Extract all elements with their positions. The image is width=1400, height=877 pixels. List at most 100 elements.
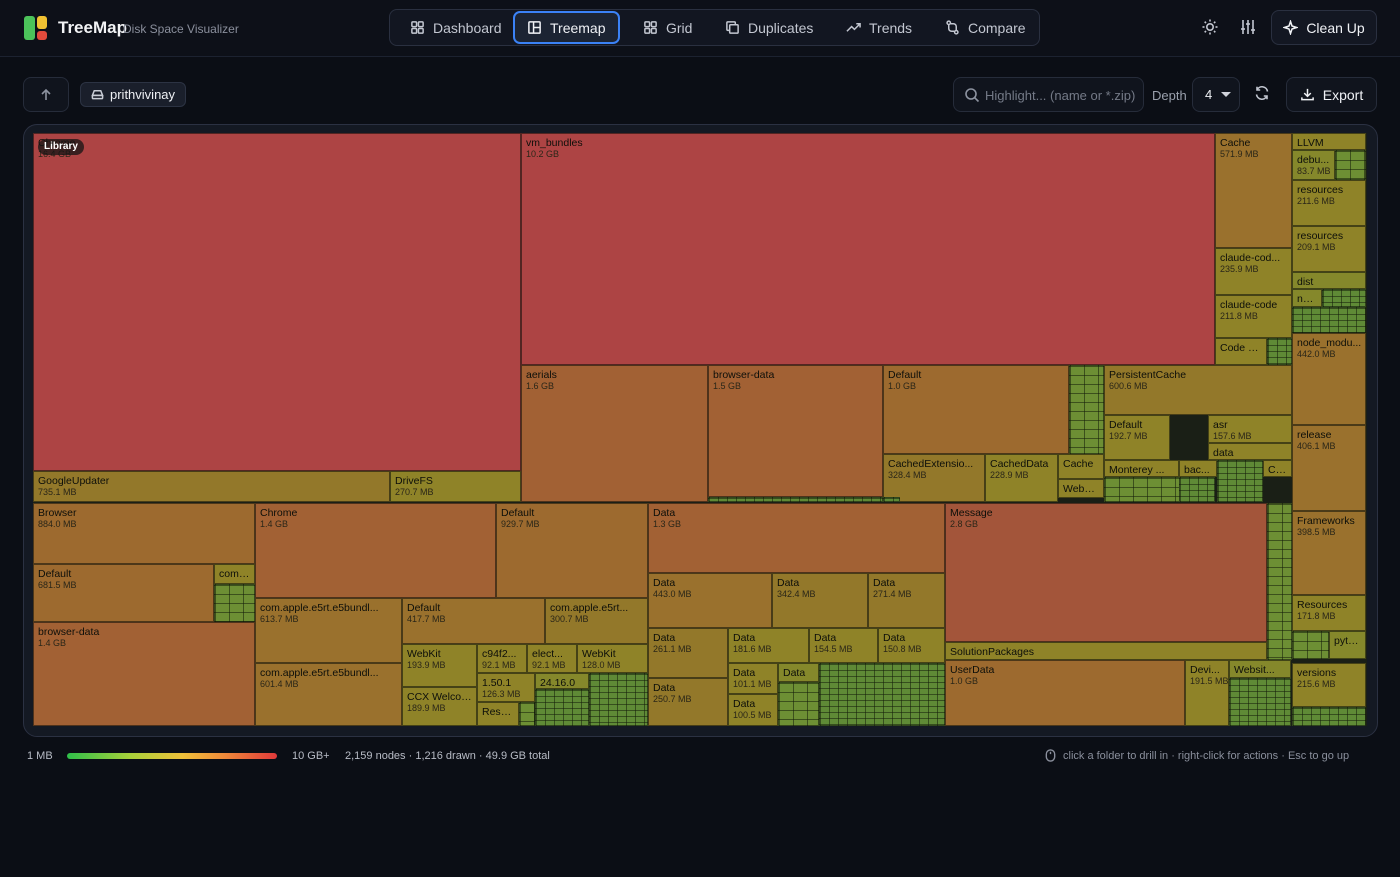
treemap-cell[interactable]: elect... 92.1 MB bbox=[527, 644, 577, 673]
treemap-cell[interactable]: Browser 884.0 MB bbox=[33, 503, 255, 564]
treemap-small-files[interactable] bbox=[778, 682, 819, 726]
treemap-small-files[interactable] bbox=[1292, 307, 1366, 333]
treemap-cell[interactable]: resources 211.6 MB bbox=[1292, 180, 1366, 226]
treemap-cell[interactable]: Code C... bbox=[1215, 338, 1267, 365]
settings-button[interactable] bbox=[1239, 18, 1259, 38]
treemap-cell[interactable]: claude-cod... 235.9 MB bbox=[1215, 248, 1292, 295]
treemap-cell[interactable]: WebKit 128.0 MB bbox=[577, 644, 648, 673]
treemap-cell[interactable]: Cache bbox=[1058, 454, 1104, 479]
search-input[interactable] bbox=[985, 85, 1135, 105]
treemap-cell[interactable]: Reso... bbox=[477, 702, 519, 726]
treemap-small-files[interactable] bbox=[819, 663, 945, 726]
tab-trends[interactable]: Trends bbox=[834, 11, 924, 44]
treemap-cell[interactable]: com.apple.e5rt.e5bundl... 601.4 MB bbox=[255, 663, 402, 726]
treemap-cell[interactable]: browser-data 1.5 GB bbox=[708, 365, 883, 497]
treemap-cell[interactable]: Data 150.8 MB bbox=[878, 628, 945, 663]
treemap-cell[interactable]: 1.50.1 126.3 MB bbox=[477, 673, 535, 702]
theme-toggle-button[interactable] bbox=[1201, 18, 1221, 38]
tab-grid[interactable]: Grid bbox=[631, 11, 704, 44]
go-up-button[interactable] bbox=[23, 77, 69, 112]
treemap-small-files[interactable] bbox=[1267, 503, 1292, 660]
treemap-cell[interactable]: comp... bbox=[214, 564, 255, 584]
treemap-cell[interactable]: CCX Welcome 189.9 MB bbox=[402, 687, 477, 726]
tab-treemap[interactable]: Treemap bbox=[513, 11, 620, 44]
treemap-small-files[interactable] bbox=[1322, 289, 1366, 307]
treemap-cell[interactable]: Websit... bbox=[1229, 660, 1291, 678]
treemap-cell[interactable]: versions 215.6 MB bbox=[1292, 663, 1366, 707]
treemap-cell[interactable]: Data 101.1 MB bbox=[728, 663, 778, 694]
treemap-cell[interactable]: Resources 171.8 MB bbox=[1292, 595, 1366, 631]
treemap-cell[interactable]: node... bbox=[1292, 289, 1322, 307]
tab-dashboard[interactable]: Dashboard bbox=[398, 11, 514, 44]
treemap-cell[interactable]: Frameworks 398.5 MB bbox=[1292, 511, 1366, 595]
treemap-cell[interactable]: Message 2.8 GB bbox=[945, 503, 1267, 642]
treemap-cell[interactable]: PersistentCache 600.6 MB bbox=[1104, 365, 1292, 415]
treemap-cell[interactable]: 24.16.0 bbox=[535, 673, 589, 689]
treemap-cell[interactable]: UserData 1.0 GB bbox=[945, 660, 1185, 726]
treemap-small-files[interactable] bbox=[214, 584, 255, 622]
treemap-cell[interactable]: Cache 571.9 MB bbox=[1215, 133, 1292, 248]
treemap-cell[interactable]: Default 1.0 GB bbox=[883, 365, 1069, 454]
treemap-cell[interactable]: Data 250.7 MB bbox=[648, 678, 728, 726]
clean-up-button[interactable]: Clean Up bbox=[1271, 10, 1377, 45]
treemap-cell[interactable]: Default 929.7 MB bbox=[496, 503, 648, 598]
treemap-cell[interactable]: node_modu... 442.0 MB bbox=[1292, 333, 1366, 425]
treemap-cell[interactable]: Data 271.4 MB bbox=[868, 573, 945, 628]
treemap-small-files[interactable] bbox=[1217, 460, 1263, 502]
treemap-small-files[interactable] bbox=[1292, 707, 1366, 726]
treemap-small-files[interactable] bbox=[883, 497, 900, 502]
treemap-cell[interactable]: resources 209.1 MB bbox=[1292, 226, 1366, 272]
treemap-small-files[interactable] bbox=[1335, 150, 1366, 180]
treemap-cell[interactable]: GoogleUpdater 735.1 MB bbox=[33, 471, 390, 502]
treemap-small-files[interactable] bbox=[519, 702, 535, 726]
export-button[interactable]: Export bbox=[1286, 77, 1377, 112]
treemap-cell[interactable]: Chrome 1.4 GB bbox=[255, 503, 496, 598]
treemap-cell[interactable]: Data bbox=[778, 663, 819, 682]
treemap-cell[interactable]: browser-data 1.4 GB bbox=[33, 622, 255, 726]
treemap-cell[interactable]: vm_bundles 10.2 GB bbox=[521, 133, 1215, 365]
treemap-small-files[interactable] bbox=[1292, 631, 1329, 659]
treemap-cell[interactable]: Data 342.4 MB bbox=[772, 573, 868, 628]
treemap-cell[interactable]: CachedData 228.9 MB bbox=[985, 454, 1058, 502]
treemap-cell[interactable]: bac... bbox=[1179, 460, 1217, 477]
treemap-cell[interactable]: Default 417.7 MB bbox=[402, 598, 545, 644]
treemap-cell[interactable]: DriveFS 270.7 MB bbox=[390, 471, 521, 502]
tab-compare[interactable]: Compare bbox=[933, 11, 1038, 44]
treemap-cell[interactable]: Data 100.5 MB bbox=[728, 694, 778, 726]
treemap-cell[interactable]: CachedExtensio... 328.4 MB bbox=[883, 454, 985, 502]
depth-select[interactable]: 4 bbox=[1192, 77, 1240, 112]
treemap-cell[interactable]: asr 157.6 MB bbox=[1208, 415, 1292, 443]
refresh-button[interactable] bbox=[1254, 85, 1272, 103]
tab-duplicates[interactable]: Duplicates bbox=[713, 11, 825, 44]
treemap-small-files[interactable] bbox=[1229, 678, 1291, 726]
treemap-cell[interactable]: LLVM bbox=[1292, 133, 1366, 150]
treemap-small-files[interactable] bbox=[1267, 338, 1292, 365]
treemap-small-files[interactable] bbox=[1069, 365, 1104, 454]
treemap-cell[interactable]: Default 681.5 MB bbox=[33, 564, 214, 622]
treemap-cell[interactable]: Data 443.0 MB bbox=[648, 573, 772, 628]
treemap-cell[interactable]: Monterey ... bbox=[1104, 460, 1179, 477]
treemap-cell[interactable]: debu... 83.7 MB bbox=[1292, 150, 1335, 180]
treemap-cell[interactable]: Cache bbox=[1263, 460, 1292, 477]
treemap-small-files[interactable] bbox=[1179, 477, 1215, 502]
treemap-cell[interactable]: Data 1.3 GB bbox=[648, 503, 945, 573]
treemap-small-files[interactable] bbox=[708, 497, 883, 502]
treemap-cell[interactable]: Data 181.6 MB bbox=[728, 628, 809, 663]
treemap-cell[interactable]: Default 192.7 MB bbox=[1104, 415, 1170, 460]
treemap-cell[interactable]: aerials 1.6 GB bbox=[521, 365, 708, 502]
treemap-cell[interactable]: Chrome16.4 GB bbox=[33, 133, 521, 471]
treemap-cell[interactable]: pyth... bbox=[1329, 631, 1366, 659]
highlight-search[interactable] bbox=[953, 77, 1144, 112]
treemap-small-files[interactable] bbox=[535, 689, 589, 726]
treemap-cell[interactable]: data bbox=[1208, 443, 1292, 460]
treemap-cell[interactable]: WebKit 193.9 MB bbox=[402, 644, 477, 687]
treemap-cell[interactable]: Data 261.1 MB bbox=[648, 628, 728, 678]
treemap-cell[interactable]: claude-code 211.8 MB bbox=[1215, 295, 1292, 338]
treemap-small-files[interactable] bbox=[589, 673, 648, 726]
treemap-cell[interactable]: dist bbox=[1292, 272, 1366, 289]
treemap-cell[interactable]: com.apple.e5rt... 300.7 MB bbox=[545, 598, 648, 644]
treemap-cell[interactable]: SolutionPackages bbox=[945, 642, 1267, 660]
treemap-cell[interactable]: release 406.1 MB bbox=[1292, 425, 1366, 511]
treemap-cell[interactable]: com.apple.e5rt.e5bundl... 613.7 MB bbox=[255, 598, 402, 663]
